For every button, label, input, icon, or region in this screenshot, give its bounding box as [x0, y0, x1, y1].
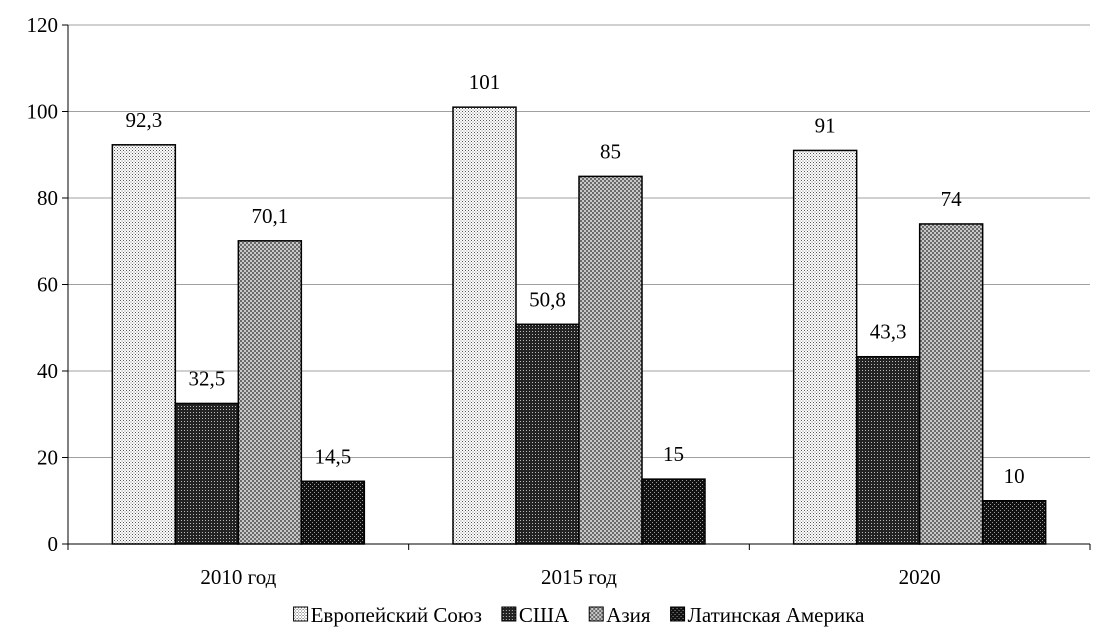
- data-label: 32,5: [188, 366, 225, 390]
- y-tick-label: 120: [27, 13, 59, 37]
- y-tick-label: 80: [37, 186, 58, 210]
- data-labels: 92,3 32,5 70,1 14,5 101 50,8 85 15 91 43,3 74 10: [125, 70, 1024, 488]
- legend-swatch: [588, 606, 604, 622]
- legend-item: Азия: [588, 603, 651, 627]
- legend: Европейский Союз США Азия Латинская Америка: [293, 603, 866, 627]
- bar: [981, 500, 1047, 545]
- data-label: 50,8: [529, 287, 566, 311]
- bar: [174, 402, 240, 545]
- legend-label: Латинская Америка: [688, 603, 866, 627]
- legend-label: Европейский Союз: [311, 603, 482, 627]
- bar: [452, 106, 517, 545]
- x-tick-label: 2010 год: [200, 565, 276, 589]
- legend-swatch: [501, 606, 517, 622]
- data-label: 85: [600, 139, 621, 163]
- data-label: 91: [815, 113, 836, 137]
- data-label: 15: [663, 442, 684, 466]
- bar: [237, 240, 303, 545]
- legend-label: США: [519, 603, 570, 627]
- data-label: 74: [941, 187, 963, 211]
- bar: [641, 478, 706, 545]
- y-tick-label: 100: [27, 100, 59, 124]
- data-label: 14,5: [314, 444, 351, 468]
- data-label: 10: [1004, 464, 1025, 488]
- data-label: 101: [469, 70, 501, 94]
- data-label: 43,3: [870, 320, 907, 344]
- bar: [111, 144, 177, 545]
- axes: 0 20 40 60 80 100 120 2010 год 2015 год 2020: [27, 13, 1091, 589]
- legend-item: Латинская Америка: [670, 603, 866, 627]
- legend-label: Азия: [606, 603, 651, 627]
- bar: [918, 223, 984, 545]
- data-label: 70,1: [251, 204, 288, 228]
- bar: [300, 480, 366, 545]
- bar: [792, 149, 858, 545]
- bar: [855, 355, 921, 545]
- y-tick-label: 40: [37, 359, 58, 383]
- x-tick-label: 2015 год: [541, 565, 617, 589]
- legend-item: США: [501, 603, 570, 627]
- legend-item: Европейский Союз: [293, 603, 482, 627]
- y-tick-label: 0: [48, 532, 59, 556]
- y-tick-label: 60: [37, 273, 58, 297]
- y-tick-label: 20: [37, 446, 58, 470]
- legend-swatch: [293, 606, 309, 622]
- bar: [578, 175, 643, 545]
- bars: [111, 106, 1047, 545]
- data-label: 92,3: [125, 108, 162, 132]
- x-tick-label: 2020: [899, 565, 941, 589]
- legend-swatch: [670, 606, 686, 622]
- bar: [515, 323, 580, 545]
